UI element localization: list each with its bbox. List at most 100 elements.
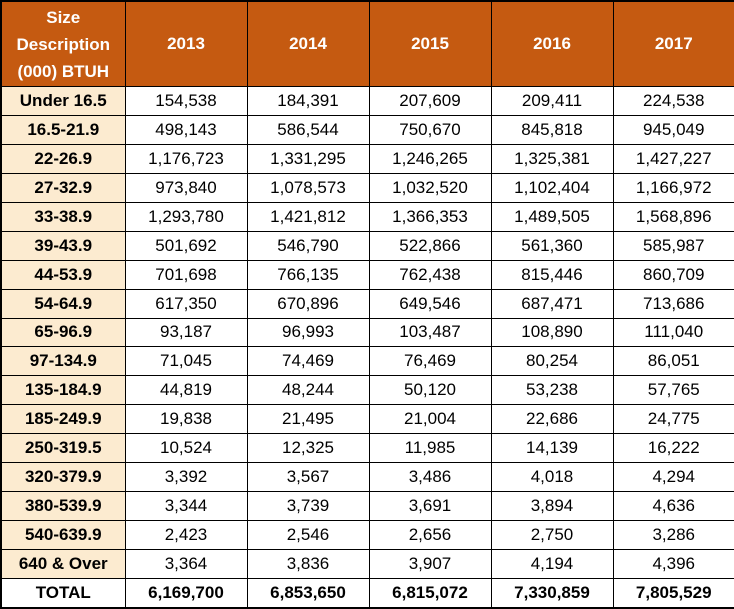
table-row: 65-96.9 93,187 96,993 103,487 108,890 111,040: [0, 317, 734, 348]
header-size-line: (000) BTUH: [17, 61, 110, 81]
table-header: Size Description (000) BTUH 2013 2014 20…: [0, 0, 734, 87]
value-cell: 53,238: [490, 375, 614, 406]
value-cell: 4,194: [490, 549, 614, 579]
value-cell: 10,524: [124, 433, 248, 464]
value-cell: 1,176,723: [124, 143, 248, 174]
value-cell: 14,139: [490, 433, 614, 464]
value-cell: 11,985: [368, 433, 492, 464]
value-cell: 184,391: [246, 86, 370, 116]
value-cell: 766,135: [246, 259, 370, 290]
header-year: 2014: [246, 0, 370, 87]
value-cell: 209,411: [490, 86, 614, 116]
table-row: 27-32.9 973,840 1,078,573 1,032,520 1,102,40…: [0, 172, 734, 203]
value-cell: 19,838: [124, 404, 248, 435]
table-row: Under 16.5 154,538 184,391 207,609 209,411 22…: [0, 86, 734, 116]
table-row: 22-26.9 1,176,723 1,331,295 1,246,265 1,325,…: [0, 143, 734, 174]
value-cell: 3,344: [124, 491, 248, 522]
value-cell: 649,546: [368, 288, 492, 319]
value-cell: 1,331,295: [246, 143, 370, 174]
total-cell: 6,853,650: [246, 577, 370, 609]
size-range-label: 640 & Over: [0, 549, 126, 579]
value-cell: 3,836: [246, 549, 370, 579]
value-cell: 585,987: [612, 230, 734, 261]
size-range-label: 250-319.5: [0, 433, 126, 464]
value-cell: 2,546: [246, 520, 370, 550]
size-range-label: 44-53.9: [0, 259, 126, 290]
total-label: TOTAL: [0, 577, 126, 609]
header-year: 2017: [612, 0, 734, 87]
header-year: 2016: [490, 0, 614, 87]
value-cell: 845,818: [490, 114, 614, 145]
value-cell: 546,790: [246, 230, 370, 261]
size-range-label: 33-38.9: [0, 201, 126, 232]
total-cell: 6,815,072: [368, 577, 492, 609]
value-cell: 617,350: [124, 288, 248, 319]
header-size-description: Size Description (000) BTUH: [0, 0, 126, 87]
value-cell: 12,325: [246, 433, 370, 464]
value-cell: 3,907: [368, 549, 492, 579]
value-cell: 224,538: [612, 86, 734, 116]
table-row: 135-184.9 44,819 48,244 50,120 53,238 57,765: [0, 375, 734, 406]
value-cell: 945,049: [612, 114, 734, 145]
total-cell: 6,169,700: [124, 577, 248, 609]
table-row: 54-64.9 617,350 670,896 649,546 687,471 713,6…: [0, 288, 734, 319]
value-cell: 3,691: [368, 491, 492, 522]
value-cell: 498,143: [124, 114, 248, 145]
value-cell: 815,446: [490, 259, 614, 290]
value-cell: 50,120: [368, 375, 492, 406]
value-cell: 522,866: [368, 230, 492, 261]
size-range-label: 135-184.9: [0, 375, 126, 406]
table-row: 39-43.9 501,692 546,790 522,866 561,360 585,9…: [0, 230, 734, 261]
value-cell: 16,222: [612, 433, 734, 464]
table-row: 540-639.9 2,423 2,546 2,656 2,750 3,286: [0, 520, 734, 550]
table-row: 250-319.5 10,524 12,325 11,985 14,139 16,222: [0, 433, 734, 464]
table-row: 185-249.9 19,838 21,495 21,004 22,686 24,775: [0, 404, 734, 435]
size-range-label: 39-43.9: [0, 230, 126, 261]
value-cell: 21,004: [368, 404, 492, 435]
value-cell: 71,045: [124, 346, 248, 377]
size-range-label: 27-32.9: [0, 172, 126, 203]
value-cell: 22,686: [490, 404, 614, 435]
value-cell: 1,078,573: [246, 172, 370, 203]
value-cell: 57,765: [612, 375, 734, 406]
value-cell: 3,739: [246, 491, 370, 522]
value-cell: 4,396: [612, 549, 734, 579]
table-row: 380-539.9 3,344 3,739 3,691 3,894 4,636: [0, 491, 734, 522]
size-range-label: Under 16.5: [0, 86, 126, 116]
header-size-line: Size: [46, 7, 81, 27]
value-cell: 108,890: [490, 317, 614, 348]
size-range-label: 380-539.9: [0, 491, 126, 522]
header-year: 2013: [124, 0, 248, 87]
size-range-label: 54-64.9: [0, 288, 126, 319]
value-cell: 670,896: [246, 288, 370, 319]
total-cell: 7,805,529: [612, 577, 734, 609]
value-cell: 2,423: [124, 520, 248, 550]
value-cell: 501,692: [124, 230, 248, 261]
value-cell: 3,486: [368, 462, 492, 493]
value-cell: 96,993: [246, 317, 370, 348]
value-cell: 3,286: [612, 520, 734, 550]
value-cell: 1,325,381: [490, 143, 614, 174]
value-cell: 1,568,896: [612, 201, 734, 232]
value-cell: 2,656: [368, 520, 492, 550]
table-row: 33-38.9 1,293,780 1,421,812 1,366,353 1,489,…: [0, 201, 734, 232]
value-cell: 1,421,812: [246, 201, 370, 232]
value-cell: 3,894: [490, 491, 614, 522]
header-row: Size Description (000) BTUH 2013 2014 20…: [0, 0, 734, 87]
value-cell: 2,750: [490, 520, 614, 550]
size-range-label: 65-96.9: [0, 317, 126, 348]
size-range-label: 22-26.9: [0, 143, 126, 174]
value-cell: 93,187: [124, 317, 248, 348]
value-cell: 48,244: [246, 375, 370, 406]
value-cell: 4,018: [490, 462, 614, 493]
table-row: 320-379.9 3,392 3,567 3,486 4,018 4,294: [0, 462, 734, 493]
header-year: 2015: [368, 0, 492, 87]
value-cell: 4,294: [612, 462, 734, 493]
value-cell: 1,489,505: [490, 201, 614, 232]
value-cell: 1,293,780: [124, 201, 248, 232]
value-cell: 586,544: [246, 114, 370, 145]
value-cell: 750,670: [368, 114, 492, 145]
value-cell: 762,438: [368, 259, 492, 290]
size-range-label: 16.5-21.9: [0, 114, 126, 145]
